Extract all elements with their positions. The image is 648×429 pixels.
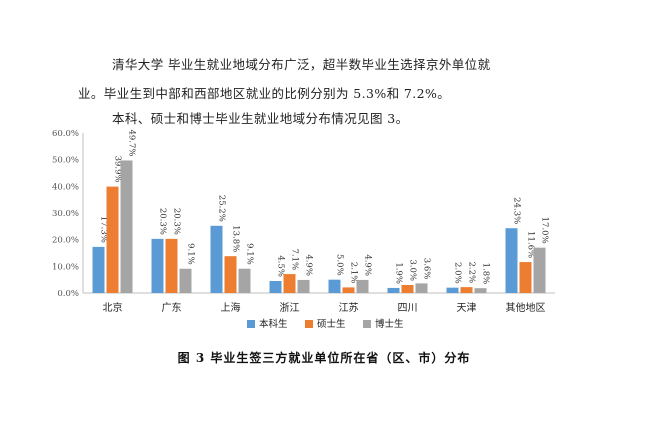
data-label: 7.1% [290, 248, 300, 270]
bar-硕士生 [519, 262, 532, 293]
bar-博士生 [120, 160, 133, 293]
bar-博士生 [238, 268, 251, 293]
x-tick-label: 浙江 [280, 302, 300, 314]
x-tick-label: 上海 [221, 301, 241, 314]
legend-label: 博士生 [375, 318, 404, 330]
bar-本科生 [328, 279, 341, 293]
data-label: 17.0% [540, 217, 550, 244]
bar-博士生 [297, 279, 310, 293]
paragraph-line-1: 清华大学 毕业生就业地域分布广泛，超半数毕业生选择京外单位就 [112, 57, 491, 72]
data-label: 20.3% [172, 208, 182, 235]
y-tick-label: 20.0% [52, 236, 79, 246]
paragraph-line-2: 业。毕业生到中部和西部地区就业的比例分别为 5.3%和 7.2%。 [78, 86, 451, 101]
bar-本科生 [92, 246, 105, 293]
data-label: 4.9% [363, 254, 373, 276]
x-tick-label: 广东 [162, 301, 182, 314]
bar-本科生 [210, 225, 223, 293]
bar-本科生 [505, 228, 518, 293]
bar-博士生 [415, 283, 428, 293]
data-label: 39.9% [113, 156, 123, 183]
x-tick-label: 四川 [398, 303, 418, 314]
legend-swatch [247, 320, 255, 328]
data-label: 9.1% [186, 243, 196, 265]
bar-本科生 [446, 287, 459, 293]
bar-硕士生 [283, 274, 296, 293]
bar-硕士生 [342, 287, 355, 293]
x-tick-label: 其他地区 [506, 301, 546, 314]
data-label: 13.8% [231, 225, 241, 252]
data-label: 24.3% [512, 197, 522, 224]
data-label: 17.3% [99, 216, 109, 243]
data-label: 3.0% [408, 259, 418, 281]
bar-硕士生 [165, 238, 178, 293]
bar-博士生 [179, 268, 192, 293]
data-label: 9.1% [245, 243, 255, 265]
data-label: 1.9% [394, 262, 404, 284]
bar-硕士生 [460, 287, 473, 293]
bar-chart: 0.0% 10.0% 20.0% 30.0% 40.0% 50.0% 60.0% 17.3% 3… [52, 129, 555, 330]
figure-caption: 图 3 毕业生签三方就业单位所在省（区、市）分布 [177, 351, 471, 365]
data-label: 3.6% [422, 258, 432, 280]
bar-博士生 [356, 279, 369, 293]
y-tick-label: 10.0% [52, 262, 79, 272]
legend-swatch [363, 320, 371, 328]
bar-本科生 [269, 281, 282, 293]
x-tick-label: 天津 [457, 302, 477, 314]
data-label: 5.0% [335, 254, 345, 276]
bar-硕士生 [106, 186, 119, 293]
data-label: 2.1% [349, 262, 359, 284]
bar-博士生 [533, 247, 546, 293]
y-tick-label: 0.0% [57, 289, 79, 299]
legend-swatch [305, 320, 313, 328]
data-label: 25.2% [217, 195, 227, 222]
y-tick-label: 30.0% [52, 209, 79, 219]
y-tick-label: 60.0% [52, 129, 79, 139]
data-label: 49.7% [127, 129, 137, 156]
y-tick-label: 40.0% [52, 182, 79, 192]
bar-硕士生 [401, 285, 414, 293]
legend-label: 硕士生 [317, 318, 346, 330]
bar-硕士生 [224, 256, 237, 293]
data-label: 2.2% [467, 262, 477, 284]
x-tick-label: 江苏 [339, 301, 359, 314]
data-label: 11.6% [526, 231, 536, 258]
legend-label: 本科生 [259, 318, 288, 330]
bar-博士生 [474, 288, 487, 293]
data-label: 20.3% [158, 208, 168, 235]
x-tick-label: 北京 [103, 301, 123, 314]
paragraph-line-3: 本科、硕士和博士毕业生就业地域分布情况见图 3。 [112, 111, 409, 126]
data-label: 2.0% [453, 262, 463, 284]
bar-本科生 [387, 287, 400, 293]
y-tick-label: 50.0% [52, 156, 79, 166]
bar-本科生 [151, 238, 164, 293]
data-label: 4.5% [276, 255, 286, 277]
data-label: 1.8% [481, 263, 491, 285]
data-label: 4.9% [304, 254, 314, 276]
